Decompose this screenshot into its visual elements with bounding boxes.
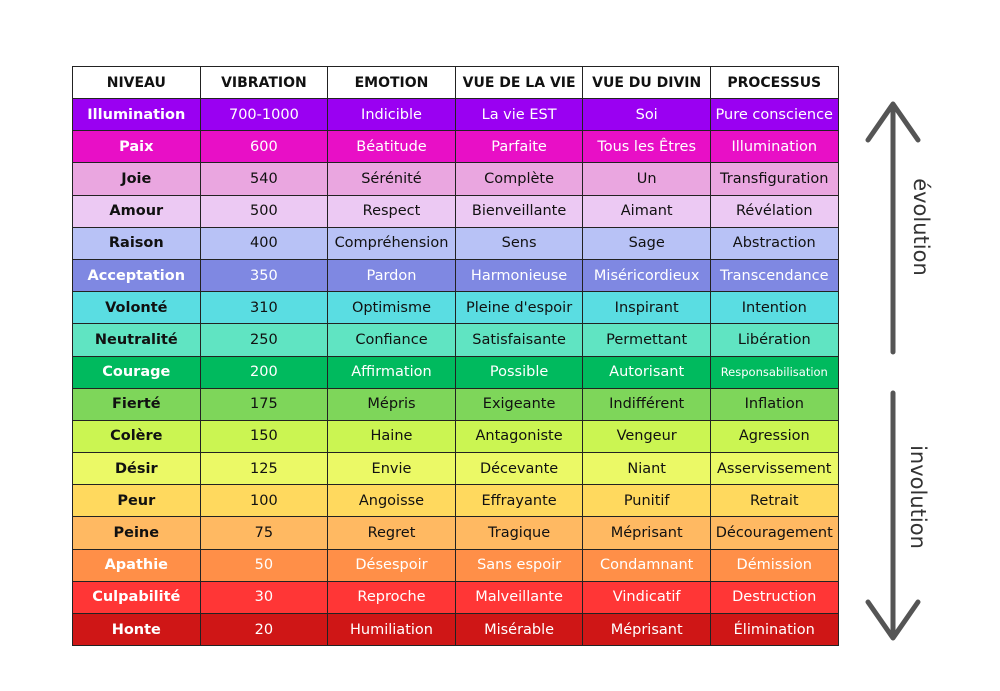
life-view-cell: Satisfaisante <box>454 323 584 357</box>
process-cell: Transfiguration <box>709 162 839 196</box>
process-cell: Responsabilisation <box>709 355 839 389</box>
life-view-cell: Tragique <box>454 516 584 550</box>
level-cell: Peine <box>72 516 201 550</box>
process-cell: Asservissement <box>709 452 839 486</box>
divine-view-cell: Punitif <box>582 484 711 518</box>
life-view-cell: Sens <box>454 226 584 260</box>
emotion-cell: Pardon <box>327 258 456 293</box>
vibration-cell: 150 <box>199 419 329 454</box>
vibration-cell: 500 <box>199 194 329 228</box>
vibration-cell: 175 <box>199 387 329 421</box>
emotion-cell: Mépris <box>327 387 456 421</box>
column-header: VUE DE LA VIE <box>454 66 584 99</box>
table-row: Paix 600 Béatitude Parfaite Tous les Êtres Il… <box>72 130 839 164</box>
table-row: Fierté 175 Mépris Exigeante Indifférent Infla… <box>72 387 839 421</box>
level-cell: Illumination <box>72 97 201 132</box>
vibration-cell: 30 <box>199 580 329 615</box>
table-row: Honte 20 Humiliation Misérable Méprisant Élim… <box>72 612 839 647</box>
process-cell: Intention <box>709 291 839 325</box>
process-cell: Pure conscience <box>709 97 839 132</box>
column-header: NIVEAU <box>72 66 201 99</box>
process-cell: Découragement <box>709 516 839 550</box>
emotion-cell: Humiliation <box>327 612 456 647</box>
evolution-label: évolution <box>908 178 933 276</box>
process-cell: Abstraction <box>709 226 839 260</box>
column-header: PROCESSUS <box>709 66 839 99</box>
level-cell: Paix <box>72 130 201 164</box>
level-cell: Volonté <box>72 291 201 325</box>
divine-view-cell: Condamnant <box>582 548 711 582</box>
header-row: NIVEAU VIBRATION EMOTION VUE DE LA VIE VUE D… <box>72 66 839 99</box>
process-cell: Libération <box>709 323 839 357</box>
life-view-cell: Sans espoir <box>454 548 584 582</box>
life-view-cell: Effrayante <box>454 484 584 518</box>
life-view-cell: Harmonieuse <box>454 258 584 293</box>
life-view-cell: La vie EST <box>454 97 584 132</box>
life-view-cell: Bienveillante <box>454 194 584 228</box>
life-view-cell: Misérable <box>454 612 584 647</box>
life-view-cell: Possible <box>454 355 584 389</box>
process-cell: Élimination <box>709 612 839 647</box>
vibration-cell: 75 <box>199 516 329 550</box>
table-row: Apathie 50 Désespoir Sans espoir Condamnant D… <box>72 548 839 582</box>
level-cell: Culpabilité <box>72 580 201 615</box>
level-cell: Amour <box>72 194 201 228</box>
level-cell: Fierté <box>72 387 201 421</box>
table-row: Culpabilité 30 Reproche Malveillante Vindica… <box>72 580 839 615</box>
process-cell: Démission <box>709 548 839 582</box>
arrow-down-icon <box>865 390 921 641</box>
level-cell: Acceptation <box>72 258 201 293</box>
divine-view-cell: Méprisant <box>582 612 711 647</box>
emotion-cell: Indicible <box>327 97 456 132</box>
table-row: Illumination 700-1000 Indicible La vie EST S… <box>72 97 839 132</box>
vibration-cell: 350 <box>199 258 329 293</box>
arrow-up-icon <box>865 101 921 355</box>
divine-view-cell: Indifférent <box>582 387 711 421</box>
process-cell: Destruction <box>709 580 839 615</box>
emotion-cell: Reproche <box>327 580 456 615</box>
table-row: Peur 100 Angoisse Effrayante Punitif Retrait <box>72 484 839 518</box>
table-row: Neutralité 250 Confiance Satisfaisante Perme… <box>72 323 839 357</box>
table-row: Désir 125 Envie Décevante Niant Asservissemen… <box>72 452 839 486</box>
divine-view-cell: Vindicatif <box>582 580 711 615</box>
life-view-cell: Parfaite <box>454 130 584 164</box>
life-view-cell: Exigeante <box>454 387 584 421</box>
life-view-cell: Pleine d'espoir <box>454 291 584 325</box>
emotion-cell: Optimisme <box>327 291 456 325</box>
table-row: Acceptation 350 Pardon Harmonieuse Miséricor… <box>72 258 839 293</box>
table-row: Raison 400 Compréhension Sens Sage Abstractio… <box>72 226 839 260</box>
involution-label: involution <box>905 445 930 549</box>
vibration-cell: 250 <box>199 323 329 357</box>
column-header: VUE DU DIVIN <box>582 66 711 99</box>
divine-view-cell: Tous les Êtres <box>582 130 711 164</box>
level-cell: Honte <box>72 612 201 647</box>
levels-table: NIVEAU VIBRATION EMOTION VUE DE LA VIE VUE D… <box>72 66 839 647</box>
divine-view-cell: Sage <box>582 226 711 260</box>
table-row: Colère 150 Haine Antagoniste Vengeur Agressio… <box>72 419 839 454</box>
process-cell: Transcendance <box>709 258 839 293</box>
level-cell: Joie <box>72 162 201 196</box>
level-cell: Apathie <box>72 548 201 582</box>
divine-view-cell: Niant <box>582 452 711 486</box>
divine-view-cell: Autorisant <box>582 355 711 389</box>
table-row: Volonté 310 Optimisme Pleine d'espoir Inspir… <box>72 291 839 325</box>
table-row: Amour 500 Respect Bienveillante Aimant Révéla… <box>72 194 839 228</box>
table-row: Peine 75 Regret Tragique Méprisant Découragem… <box>72 516 839 550</box>
vibration-cell: 20 <box>199 612 329 647</box>
vibration-cell: 700-1000 <box>199 97 329 132</box>
table-row: Joie 540 Sérénité Complète Un Transfiguration <box>72 162 839 196</box>
